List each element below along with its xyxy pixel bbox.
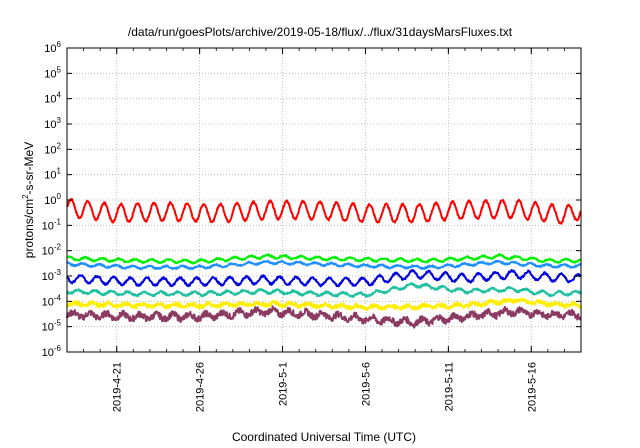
series-line-7	[66, 305, 582, 329]
x-tick-label: 2019-4-21	[112, 362, 124, 412]
y-tick-label: 10-4	[42, 293, 62, 308]
y-axis-ticks: 106 105 104 103 102 101 100 10-1 10-2 10-3 10-4 10-…	[42, 40, 581, 359]
series-line-4	[66, 269, 582, 288]
series-line-3	[66, 259, 582, 271]
y-tick-label: 10-1	[42, 217, 62, 232]
series-line-1	[66, 198, 582, 225]
y-axis-label: protons/cm2-s-sr-MeV	[21, 142, 36, 258]
x-axis-ticks: 2019-4-21 2019-4-26 2019-5-1 2019-5-6 2019-5…	[66, 48, 582, 412]
y-tick-label: 10-6	[42, 344, 62, 359]
x-tick-label: 2019-5-11	[443, 362, 455, 411]
y-tick-label: 10-2	[42, 243, 62, 258]
x-tick-label: 2019-5-16	[526, 362, 538, 412]
y-tick-label: 101	[44, 167, 61, 182]
y-tick-label: 100	[44, 192, 61, 207]
chart-title: /data/run/goesPlots/archive/2019-05-18/f…	[128, 25, 513, 39]
series-line-5	[66, 282, 582, 299]
series-group	[66, 198, 582, 329]
y-label-post: -s-sr-MeV	[22, 142, 36, 195]
y-tick-label: 102	[44, 141, 61, 156]
y-tick-label: 10-5	[42, 319, 62, 334]
y-tick-label: 103	[44, 116, 61, 131]
y-label-pre: protons/cm	[22, 199, 36, 258]
y-tick-label: 106	[44, 40, 61, 55]
x-axis-label: Coordinated Universal Time (UTC)	[232, 430, 416, 444]
series-line-6	[66, 297, 582, 312]
series-line-2	[66, 253, 582, 265]
y-tick-label: 10-3	[42, 268, 62, 283]
x-tick-label: 2019-5-6	[360, 362, 372, 406]
x-tick-label: 2019-4-26	[195, 362, 207, 412]
y-tick-label: 105	[44, 65, 61, 80]
x-tick-label: 2019-5-1	[278, 362, 290, 406]
y-tick-label: 104	[44, 91, 61, 106]
y-label-sup: 2	[21, 194, 30, 199]
